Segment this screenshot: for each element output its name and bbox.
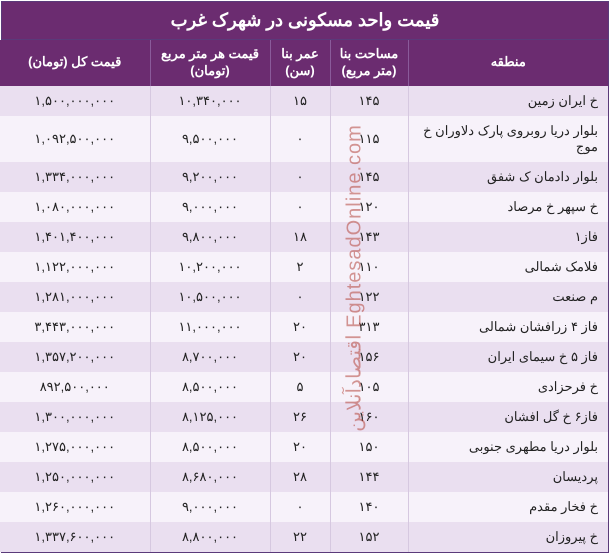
cell-area: ۱۴۴ xyxy=(330,462,408,492)
cell-age: ۰ xyxy=(270,116,330,162)
cell-region: پردیسان xyxy=(408,462,608,492)
table-title: قیمت واحد مسکونی در شهرک غرب xyxy=(2,2,608,40)
cell-total: ۱,۲۵۰,۰۰۰,۰۰۰ xyxy=(0,462,150,492)
cell-area: ۱۴۵ xyxy=(330,86,408,116)
cell-area: ۱۵۶ xyxy=(330,342,408,372)
cell-total: ۱,۴۰۱,۴۰۰,۰۰۰ xyxy=(0,222,150,252)
cell-ppm: ۹,۲۰۰,۰۰۰ xyxy=(150,162,270,192)
cell-ppm: ۹,۵۰۰,۰۰۰ xyxy=(150,116,270,162)
cell-area: ۱۵۰ xyxy=(330,432,408,462)
cell-ppm: ۱۰,۳۴۰,۰۰۰ xyxy=(150,86,270,116)
cell-region: فاز ۵ خ سیمای ایران xyxy=(408,342,608,372)
col-header-ppm: قیمت هر متر مربع (تومان) xyxy=(150,40,270,86)
cell-total: ۱,۵۰۰,۰۰۰,۰۰۰ xyxy=(0,86,150,116)
cell-region: خ سپهر خ مرصاد xyxy=(408,192,608,222)
cell-age: ۰ xyxy=(270,192,330,222)
cell-total: ۱,۲۷۵,۰۰۰,۰۰۰ xyxy=(0,432,150,462)
cell-area: ۱۲۲ xyxy=(330,282,408,312)
cell-total: ۱,۳۵۷,۲۰۰,۰۰۰ xyxy=(0,342,150,372)
cell-age: ۲ xyxy=(270,252,330,282)
header-row: منطقه مساحت بنا (متر مربع) عمر بنا (سن) … xyxy=(0,40,608,86)
cell-ppm: ۹,۸۰۰,۰۰۰ xyxy=(150,222,270,252)
cell-age: ۲۶ xyxy=(270,402,330,432)
cell-region: بلوار دریا مطهری جنوبی xyxy=(408,432,608,462)
cell-ppm: ۱۰,۵۰۰,۰۰۰ xyxy=(150,282,270,312)
cell-ppm: ۹,۰۰۰,۰۰۰ xyxy=(150,492,270,522)
table-row: فاز۶ خ گل افشان۱۶۰۲۶۸,۱۲۵,۰۰۰۱,۳۰۰,۰۰۰,۰… xyxy=(0,402,608,432)
cell-ppm: ۱۰,۲۰۰,۰۰۰ xyxy=(150,252,270,282)
cell-ppm: ۱۱,۰۰۰,۰۰۰ xyxy=(150,312,270,342)
cell-age: ۱۸ xyxy=(270,222,330,252)
table-row: خ پیروزان۱۵۲۲۲۸,۸۰۰,۰۰۰۱,۳۳۷,۶۰۰,۰۰۰ xyxy=(0,522,608,552)
cell-region: م صنعت xyxy=(408,282,608,312)
table-row: بلوار دریا مطهری جنوبی۱۵۰۲۰۸,۵۰۰,۰۰۰۱,۲۷… xyxy=(0,432,608,462)
table-row: پردیسان۱۴۴۲۸۸,۶۸۰,۰۰۰۱,۲۵۰,۰۰۰,۰۰۰ xyxy=(0,462,608,492)
cell-total: ۱,۳۳۴,۰۰۰,۰۰۰ xyxy=(0,162,150,192)
cell-total: ۳,۴۴۳,۰۰۰,۰۰۰ xyxy=(0,312,150,342)
cell-ppm: ۸,۱۲۵,۰۰۰ xyxy=(150,402,270,432)
cell-area: ۱۱۵ xyxy=(330,116,408,162)
table-row: خ سپهر خ مرصاد۱۲۰۰۹,۰۰۰,۰۰۰۱,۰۸۰,۰۰۰,۰۰۰ xyxy=(0,192,608,222)
cell-total: ۱,۳۰۰,۰۰۰,۰۰۰ xyxy=(0,402,150,432)
cell-age: ۲۲ xyxy=(270,522,330,552)
cell-ppm: ۸,۵۰۰,۰۰۰ xyxy=(150,432,270,462)
cell-age: ۲۸ xyxy=(270,462,330,492)
cell-region: بلوار دریا روبروی پارک دلاوران خ موج xyxy=(408,116,608,162)
cell-total: ۱,۰۹۲,۵۰۰,۰۰۰ xyxy=(0,116,150,162)
cell-area: ۱۴۰ xyxy=(330,492,408,522)
cell-age: ۲۰ xyxy=(270,312,330,342)
cell-region: خ فرحزادی xyxy=(408,372,608,402)
cell-age: ۲۰ xyxy=(270,342,330,372)
cell-total: ۸۹۲,۵۰۰,۰۰۰ xyxy=(0,372,150,402)
price-table: منطقه مساحت بنا (متر مربع) عمر بنا (سن) … xyxy=(0,40,608,552)
table-row: فلامک شمالی۱۱۰۲۱۰,۲۰۰,۰۰۰۱,۱۲۲,۰۰۰,۰۰۰ xyxy=(0,252,608,282)
cell-region: خ پیروزان xyxy=(408,522,608,552)
cell-area: ۱۲۰ xyxy=(330,192,408,222)
cell-area: ۱۱۰ xyxy=(330,252,408,282)
cell-region: خ ایران زمین xyxy=(408,86,608,116)
cell-age: ۲۰ xyxy=(270,432,330,462)
cell-ppm: ۸,۷۰۰,۰۰۰ xyxy=(150,342,270,372)
cell-age: ۰ xyxy=(270,282,330,312)
cell-ppm: ۸,۶۸۰,۰۰۰ xyxy=(150,462,270,492)
table-row: فاز۱۱۴۳۱۸۹,۸۰۰,۰۰۰۱,۴۰۱,۴۰۰,۰۰۰ xyxy=(0,222,608,252)
table-row: خ فخار مقدم۱۴۰۰۹,۰۰۰,۰۰۰۱,۲۶۰,۰۰۰,۰۰۰ xyxy=(0,492,608,522)
cell-area: ۱۴۳ xyxy=(330,222,408,252)
price-table-container: قیمت واحد مسکونی در شهرک غرب منطقه مساحت… xyxy=(1,1,609,553)
cell-area: ۳۱۳ xyxy=(330,312,408,342)
cell-area: ۱۶۰ xyxy=(330,402,408,432)
col-header-age: عمر بنا (سن) xyxy=(270,40,330,86)
table-row: فاز ۵ خ سیمای ایران۱۵۶۲۰۸,۷۰۰,۰۰۰۱,۳۵۷,۲… xyxy=(0,342,608,372)
cell-area: ۱۴۵ xyxy=(330,162,408,192)
cell-ppm: ۸,۵۰۰,۰۰۰ xyxy=(150,372,270,402)
cell-region: خ فخار مقدم xyxy=(408,492,608,522)
cell-total: ۱,۲۸۱,۰۰۰,۰۰۰ xyxy=(0,282,150,312)
table-row: بلوار دریا روبروی پارک دلاوران خ موج۱۱۵۰… xyxy=(0,116,608,162)
table-row: خ فرحزادی۱۰۵۵۸,۵۰۰,۰۰۰۸۹۲,۵۰۰,۰۰۰ xyxy=(0,372,608,402)
table-row: بلوار دادمان ک شفق۱۴۵۰۹,۲۰۰,۰۰۰۱,۳۳۴,۰۰۰… xyxy=(0,162,608,192)
cell-region: بلوار دادمان ک شفق xyxy=(408,162,608,192)
cell-region: فاز۱ xyxy=(408,222,608,252)
cell-total: ۱,۲۶۰,۰۰۰,۰۰۰ xyxy=(0,492,150,522)
cell-region: فلامک شمالی xyxy=(408,252,608,282)
table-row: خ ایران زمین۱۴۵۱۵۱۰,۳۴۰,۰۰۰۱,۵۰۰,۰۰۰,۰۰۰ xyxy=(0,86,608,116)
col-header-total: قیمت کل (تومان) xyxy=(0,40,150,86)
cell-area: ۱۵۲ xyxy=(330,522,408,552)
cell-age: ۱۵ xyxy=(270,86,330,116)
cell-age: ۵ xyxy=(270,372,330,402)
cell-area: ۱۰۵ xyxy=(330,372,408,402)
table-row: فاز ۴ زرافشان شمالی۳۱۳۲۰۱۱,۰۰۰,۰۰۰۳,۴۴۳,… xyxy=(0,312,608,342)
cell-region: فاز ۴ زرافشان شمالی xyxy=(408,312,608,342)
table-row: م صنعت۱۲۲۰۱۰,۵۰۰,۰۰۰۱,۲۸۱,۰۰۰,۰۰۰ xyxy=(0,282,608,312)
cell-age: ۰ xyxy=(270,162,330,192)
col-header-region: منطقه xyxy=(408,40,608,86)
cell-total: ۱,۱۲۲,۰۰۰,۰۰۰ xyxy=(0,252,150,282)
cell-total: ۱,۰۸۰,۰۰۰,۰۰۰ xyxy=(0,192,150,222)
cell-region: فاز۶ خ گل افشان xyxy=(408,402,608,432)
cell-age: ۰ xyxy=(270,492,330,522)
cell-ppm: ۹,۰۰۰,۰۰۰ xyxy=(150,192,270,222)
cell-ppm: ۸,۸۰۰,۰۰۰ xyxy=(150,522,270,552)
cell-total: ۱,۳۳۷,۶۰۰,۰۰۰ xyxy=(0,522,150,552)
col-header-area: مساحت بنا (متر مربع) xyxy=(330,40,408,86)
